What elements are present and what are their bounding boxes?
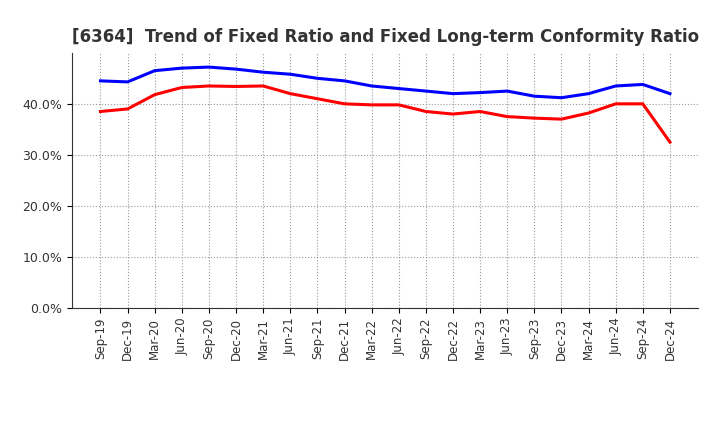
- Fixed Long-term Conformity Ratio: [503, 114, 511, 119]
- Fixed Long-term Conformity Ratio: [286, 91, 294, 96]
- Fixed Long-term Conformity Ratio: [449, 111, 457, 117]
- Line: Fixed Long-term Conformity Ratio: Fixed Long-term Conformity Ratio: [101, 86, 670, 142]
- Fixed Ratio: [259, 70, 268, 75]
- Fixed Long-term Conformity Ratio: [178, 85, 186, 90]
- Fixed Long-term Conformity Ratio: [476, 109, 485, 114]
- Line: Fixed Ratio: Fixed Ratio: [101, 67, 670, 98]
- Fixed Long-term Conformity Ratio: [341, 101, 349, 106]
- Fixed Long-term Conformity Ratio: [232, 84, 240, 89]
- Title: [6364]  Trend of Fixed Ratio and Fixed Long-term Conformity Ratio: [6364] Trend of Fixed Ratio and Fixed Lo…: [71, 28, 699, 46]
- Fixed Long-term Conformity Ratio: [611, 101, 620, 106]
- Fixed Ratio: [584, 91, 593, 96]
- Fixed Long-term Conformity Ratio: [395, 102, 403, 107]
- Fixed Long-term Conformity Ratio: [259, 83, 268, 88]
- Fixed Ratio: [204, 64, 213, 70]
- Fixed Ratio: [313, 76, 322, 81]
- Fixed Ratio: [449, 91, 457, 96]
- Fixed Ratio: [123, 79, 132, 84]
- Fixed Long-term Conformity Ratio: [421, 109, 430, 114]
- Fixed Ratio: [367, 83, 376, 88]
- Fixed Long-term Conformity Ratio: [150, 92, 159, 97]
- Fixed Long-term Conformity Ratio: [313, 96, 322, 101]
- Fixed Ratio: [395, 86, 403, 91]
- Fixed Long-term Conformity Ratio: [96, 109, 105, 114]
- Fixed Ratio: [341, 78, 349, 84]
- Fixed Long-term Conformity Ratio: [367, 102, 376, 107]
- Fixed Ratio: [286, 72, 294, 77]
- Fixed Ratio: [476, 90, 485, 95]
- Fixed Long-term Conformity Ratio: [204, 83, 213, 88]
- Fixed Ratio: [611, 83, 620, 88]
- Fixed Long-term Conformity Ratio: [584, 110, 593, 116]
- Fixed Long-term Conformity Ratio: [639, 101, 647, 106]
- Fixed Ratio: [150, 68, 159, 73]
- Fixed Ratio: [232, 66, 240, 72]
- Fixed Ratio: [639, 82, 647, 87]
- Fixed Ratio: [178, 66, 186, 71]
- Fixed Long-term Conformity Ratio: [665, 139, 674, 145]
- Fixed Ratio: [557, 95, 566, 100]
- Fixed Ratio: [503, 88, 511, 94]
- Fixed Ratio: [530, 94, 539, 99]
- Fixed Ratio: [96, 78, 105, 84]
- Fixed Long-term Conformity Ratio: [557, 117, 566, 122]
- Fixed Ratio: [665, 91, 674, 96]
- Fixed Long-term Conformity Ratio: [123, 106, 132, 112]
- Fixed Ratio: [421, 88, 430, 94]
- Fixed Long-term Conformity Ratio: [530, 115, 539, 121]
